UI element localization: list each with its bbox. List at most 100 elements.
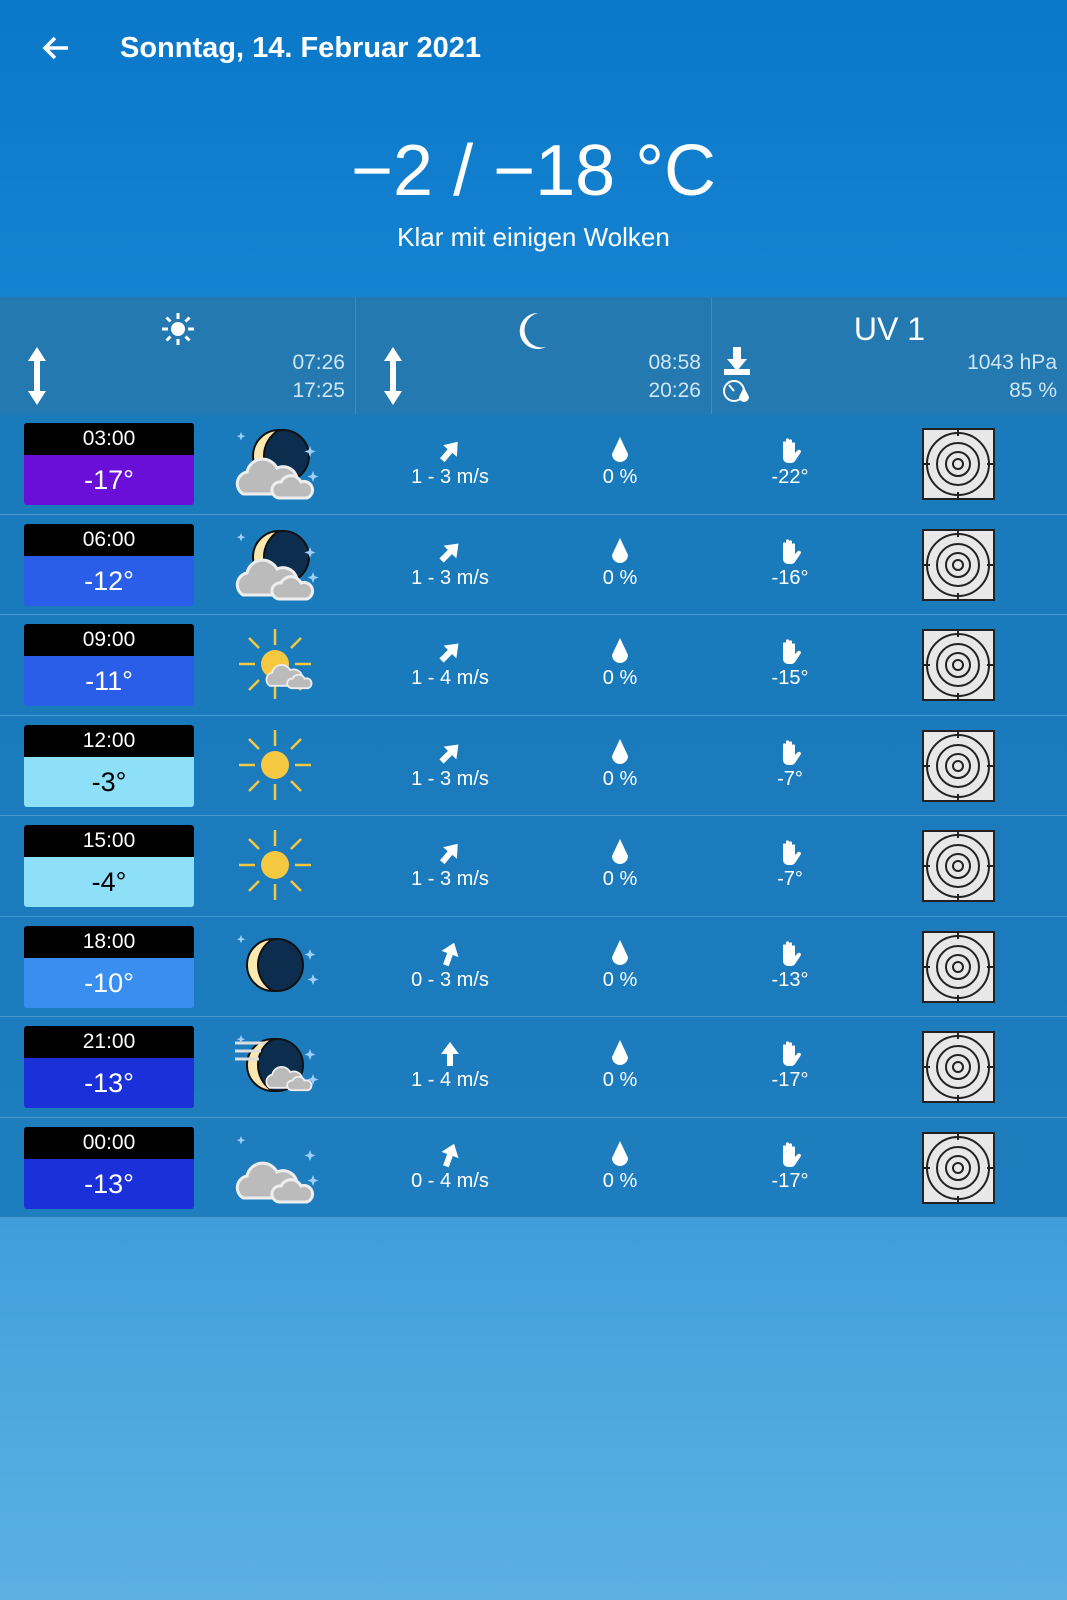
forecast-row[interactable]: 09:00 -11° 1 - 4 m/s 0 % -15°	[0, 615, 1067, 716]
info-bar: 07:26 17:25 08:58 20:26 UV 1 1043 hPa 85…	[0, 297, 1067, 414]
back-button[interactable]	[38, 30, 74, 66]
precipitation: 0 %	[560, 939, 680, 992]
moon-panel: 08:58 20:26	[356, 297, 712, 414]
raindrop-icon	[612, 638, 628, 663]
temperature-value: -13°	[84, 1068, 134, 1098]
precipitation-value: 0 %	[602, 868, 638, 890]
sunrise-time: 07:26	[292, 351, 345, 374]
time-label: 00:00	[24, 1126, 194, 1159]
condition-text: Klar mit einigen Wolken	[397, 222, 670, 252]
header: Sonntag, 14. Februar 2021 −2 / −18 °C Kl…	[0, 0, 1067, 297]
humidity-value: 85 %	[1009, 379, 1057, 402]
target-icon	[922, 528, 995, 601]
feels-like: -17°	[730, 1140, 850, 1193]
wind: 0 - 4 m/s	[380, 1140, 520, 1193]
feels-like: -13°	[730, 939, 850, 992]
precipitation: 0 %	[560, 436, 680, 489]
hand-icon	[783, 639, 802, 664]
forecast-row[interactable]: 00:00 -13° 0 - 4 m/s 0 % -17°	[0, 1117, 1067, 1218]
wind-speed: 0 - 4 m/s	[411, 1169, 489, 1192]
feels-like: -22°	[730, 436, 850, 489]
feels-like-value: -13°	[771, 968, 809, 991]
arrow-left-icon	[42, 36, 68, 60]
temperature-value: -11°	[85, 666, 133, 696]
time-temp-badge: 03:00 -17°	[24, 423, 194, 505]
feels-like-value: -7°	[777, 767, 803, 790]
wind-direction-icon	[439, 643, 459, 663]
clouds-icon	[235, 1130, 320, 1205]
conditions-panel: UV 1 1043 hPa 85 %	[712, 297, 1067, 414]
wind-speed: 1 - 4 m/s	[411, 667, 489, 689]
raindrop-icon	[612, 839, 628, 864]
time-label: 21:00	[24, 1026, 194, 1058]
temperature-range: −2 / −18 °C	[350, 131, 717, 211]
precipitation: 0 %	[560, 637, 680, 690]
precipitation: 0 %	[560, 1039, 680, 1092]
target-icon	[922, 830, 995, 902]
wind-speed: 1 - 4 m/s	[411, 1069, 489, 1091]
wind-direction-icon	[439, 441, 458, 463]
page-title: Sonntag, 14. Februar 2021	[120, 32, 482, 64]
wind-speed: 1 - 3 m/s	[411, 868, 489, 890]
wind: 1 - 3 m/s	[380, 537, 520, 590]
forecast-row[interactable]: 21:00 -13° 1 - 4 m/s 0 % -17°	[0, 1017, 1067, 1118]
precipitation-value: 0 %	[602, 466, 638, 488]
hourly-forecast-list: 03:00 -17° 1 - 3 m/s 0 % -22° 06:00 -12°…	[0, 414, 1067, 1218]
moonset-time: 20:26	[648, 379, 701, 402]
precipitation: 0 %	[560, 738, 680, 791]
precipitation-value: 0 %	[602, 1069, 638, 1091]
wind-speed: 1 - 3 m/s	[411, 466, 489, 488]
wind: 1 - 4 m/s	[380, 637, 520, 690]
temperature-value: -13°	[84, 1168, 134, 1199]
forecast-row[interactable]: 18:00 -10° 0 - 3 m/s 0 % -13°	[0, 916, 1067, 1017]
hand-icon	[783, 1141, 802, 1167]
forecast-row[interactable]: 06:00 -12° 1 - 3 m/s 0 % -16°	[0, 514, 1067, 615]
raindrop-icon	[612, 1040, 628, 1065]
temperature-value: -10°	[84, 967, 134, 998]
pressure-humidity-icon	[723, 347, 750, 402]
wind-direction-icon	[439, 543, 459, 563]
hand-icon	[783, 1041, 802, 1066]
sun-cloud-icon	[235, 627, 320, 702]
moonrise-time: 08:58	[648, 351, 701, 374]
feels-like: -16°	[730, 537, 850, 590]
hand-icon	[783, 438, 802, 463]
hand-icon	[783, 538, 802, 564]
time-temp-badge: 21:00 -13°	[24, 1026, 194, 1108]
rise-set-icon	[28, 347, 46, 405]
target-icon	[922, 629, 995, 701]
sun-panel: 07:26 17:25	[0, 297, 356, 414]
sun-icon	[161, 313, 194, 345]
moon-icon	[519, 312, 546, 349]
wind-direction-icon	[441, 1143, 459, 1167]
wind-speed: 1 - 3 m/s	[411, 767, 489, 790]
wind-direction-icon	[439, 744, 459, 764]
wind-direction-icon	[441, 942, 459, 966]
rise-set-icon	[384, 347, 402, 405]
time-temp-badge: 15:00 -4°	[24, 825, 194, 907]
moon-clouds-icon	[235, 527, 320, 602]
raindrop-icon	[612, 537, 628, 563]
wind: 0 - 3 m/s	[380, 939, 520, 992]
feels-like-value: -22°	[771, 466, 809, 488]
precipitation-value: 0 %	[602, 767, 638, 790]
precipitation-value: 0 %	[602, 667, 638, 689]
forecast-row[interactable]: 12:00 -3° 1 - 3 m/s 0 % -7°	[0, 715, 1067, 816]
wind-direction-icon	[441, 1042, 459, 1066]
target-icon	[922, 428, 995, 500]
time-temp-badge: 00:00 -13°	[24, 1126, 194, 1209]
sun-icon	[235, 828, 320, 903]
hand-icon	[783, 739, 802, 765]
forecast-row[interactable]: 15:00 -4° 1 - 3 m/s 0 % -7°	[0, 816, 1067, 917]
feels-like-value: -17°	[771, 1169, 809, 1192]
raindrop-icon	[612, 738, 628, 764]
temperature-value: -12°	[84, 565, 134, 596]
target-icon	[922, 1131, 995, 1204]
temperature-value: -17°	[84, 465, 134, 495]
forecast-row[interactable]: 03:00 -17° 1 - 3 m/s 0 % -22°	[0, 414, 1067, 515]
temperature-value: -4°	[91, 867, 127, 897]
wind: 1 - 4 m/s	[380, 1039, 520, 1092]
raindrop-icon	[612, 437, 628, 462]
sun-icon	[235, 728, 320, 803]
precipitation-value: 0 %	[602, 1169, 638, 1192]
